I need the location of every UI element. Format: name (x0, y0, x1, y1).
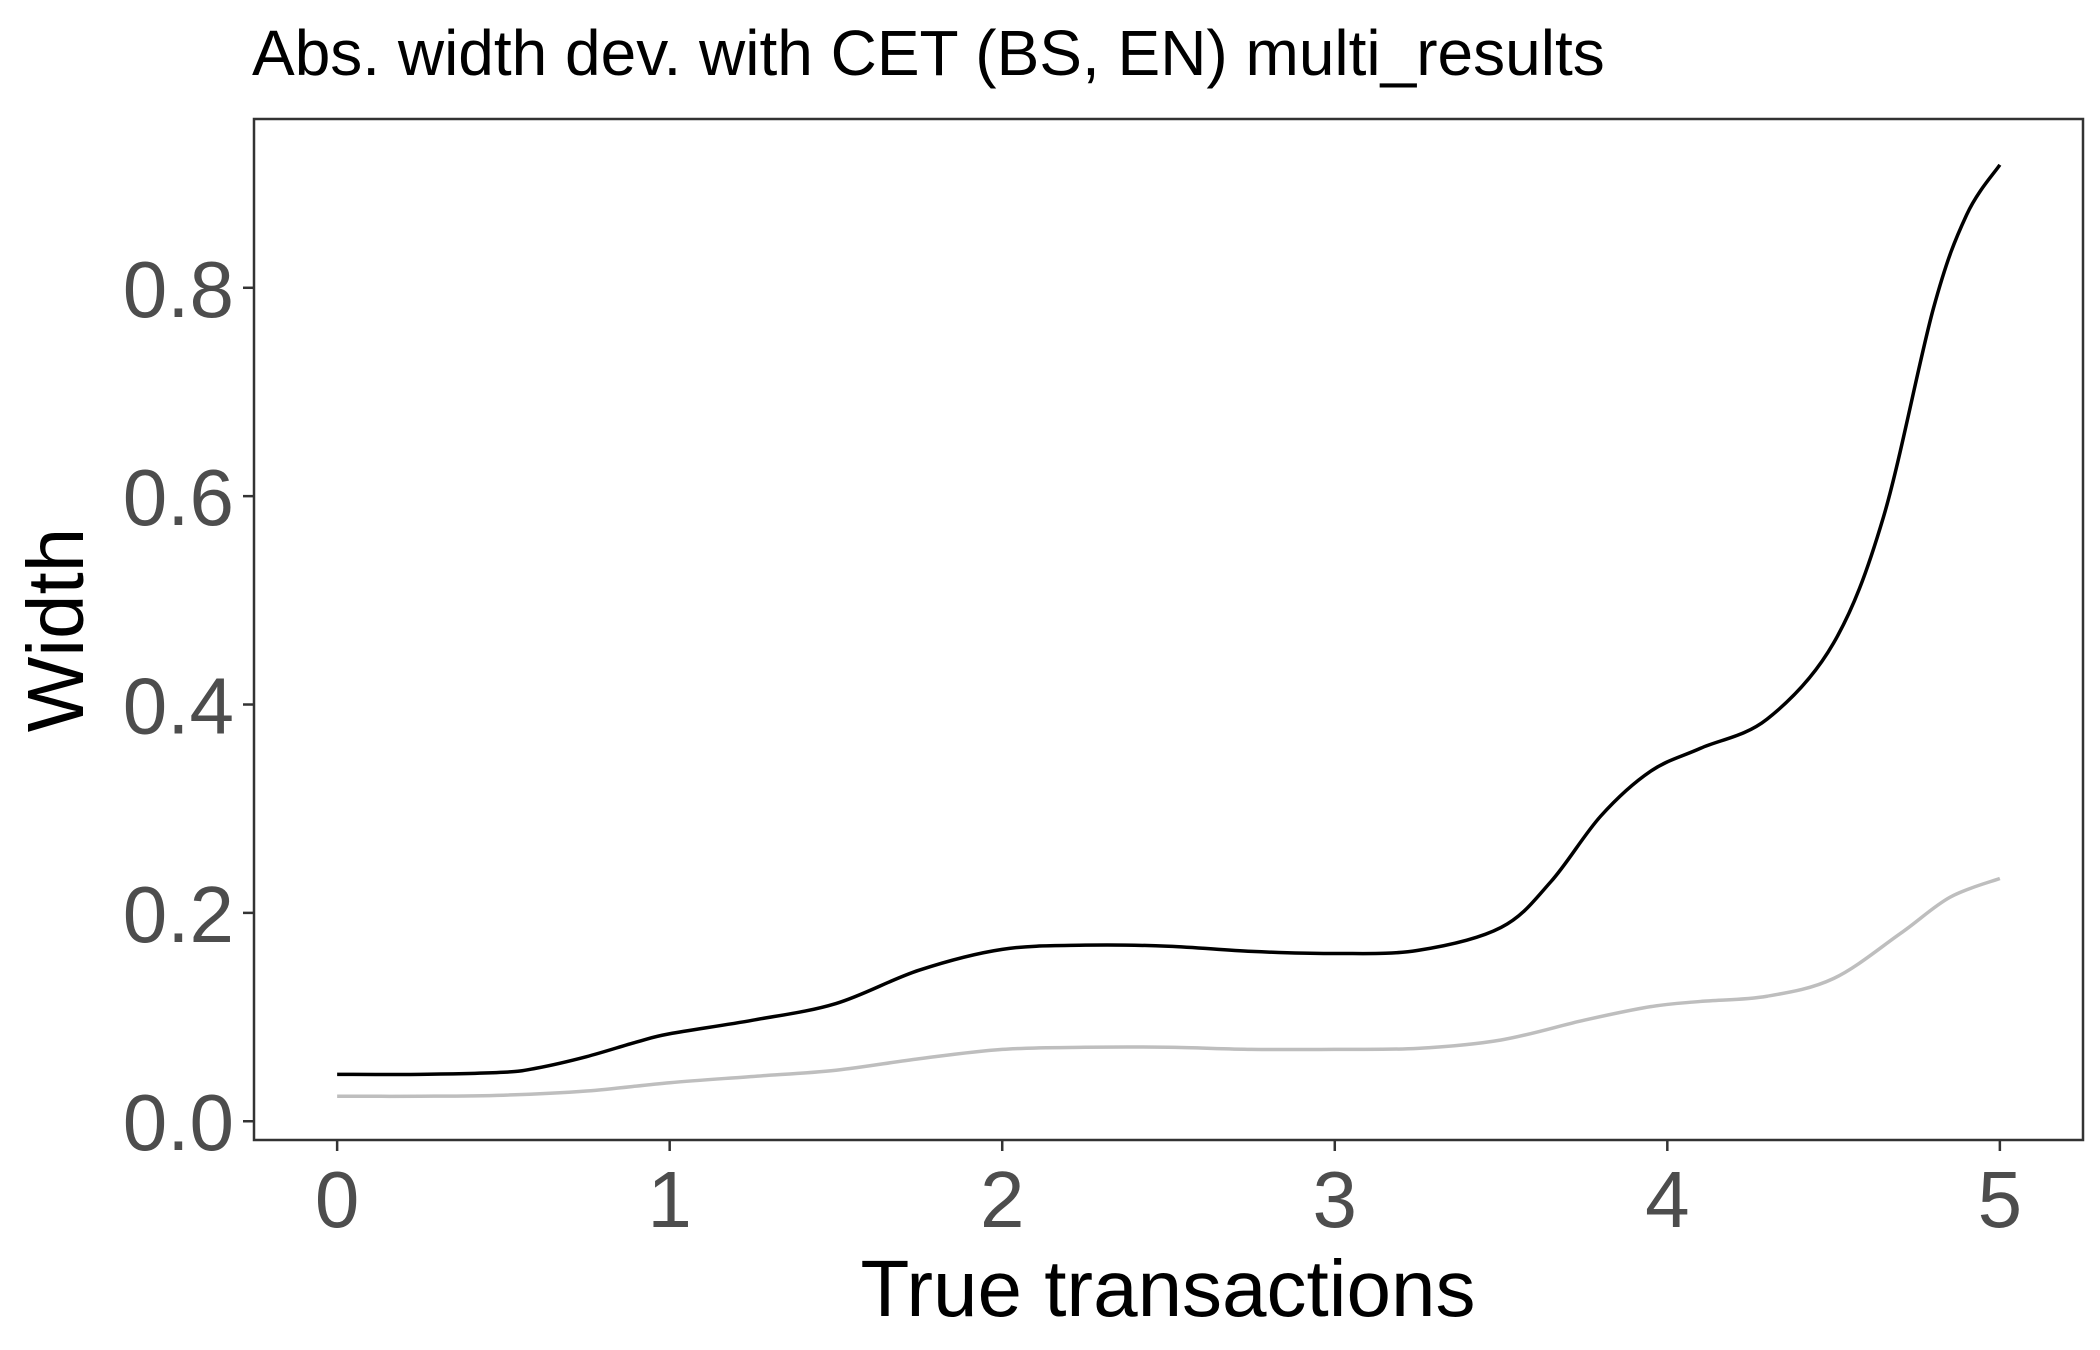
plot-area (337, 163, 2002, 1099)
y-axis-title: Width (11, 528, 100, 733)
x-tick-label: 5 (1978, 1155, 2023, 1244)
x-axis-title: True transactions (860, 1244, 1475, 1333)
x-tick-label: 0 (315, 1155, 360, 1244)
x-tick-label: 1 (647, 1155, 692, 1244)
y-tick-label: 0.2 (123, 870, 234, 959)
y-tick-label: 0.0 (123, 1078, 234, 1167)
x-tick-label: 4 (1645, 1155, 1690, 1244)
y-tick-label: 0.8 (123, 245, 234, 334)
series-line-2 (337, 876, 2001, 1099)
y-tick-label: 0.4 (123, 662, 234, 751)
y-axis: 0.0 0.2 0.4 0.6 0.8 (123, 245, 254, 1167)
chart-title: Abs. width dev. with CET (BS, EN) multi_… (252, 17, 1605, 89)
panel-border (252, 117, 2085, 1142)
y-tick-label: 0.6 (123, 453, 234, 542)
series-line-1 (337, 163, 2002, 1077)
x-axis: 0 1 2 3 4 5 (315, 1140, 2022, 1244)
x-tick-label: 3 (1313, 1155, 1358, 1244)
x-tick-label: 2 (980, 1155, 1025, 1244)
